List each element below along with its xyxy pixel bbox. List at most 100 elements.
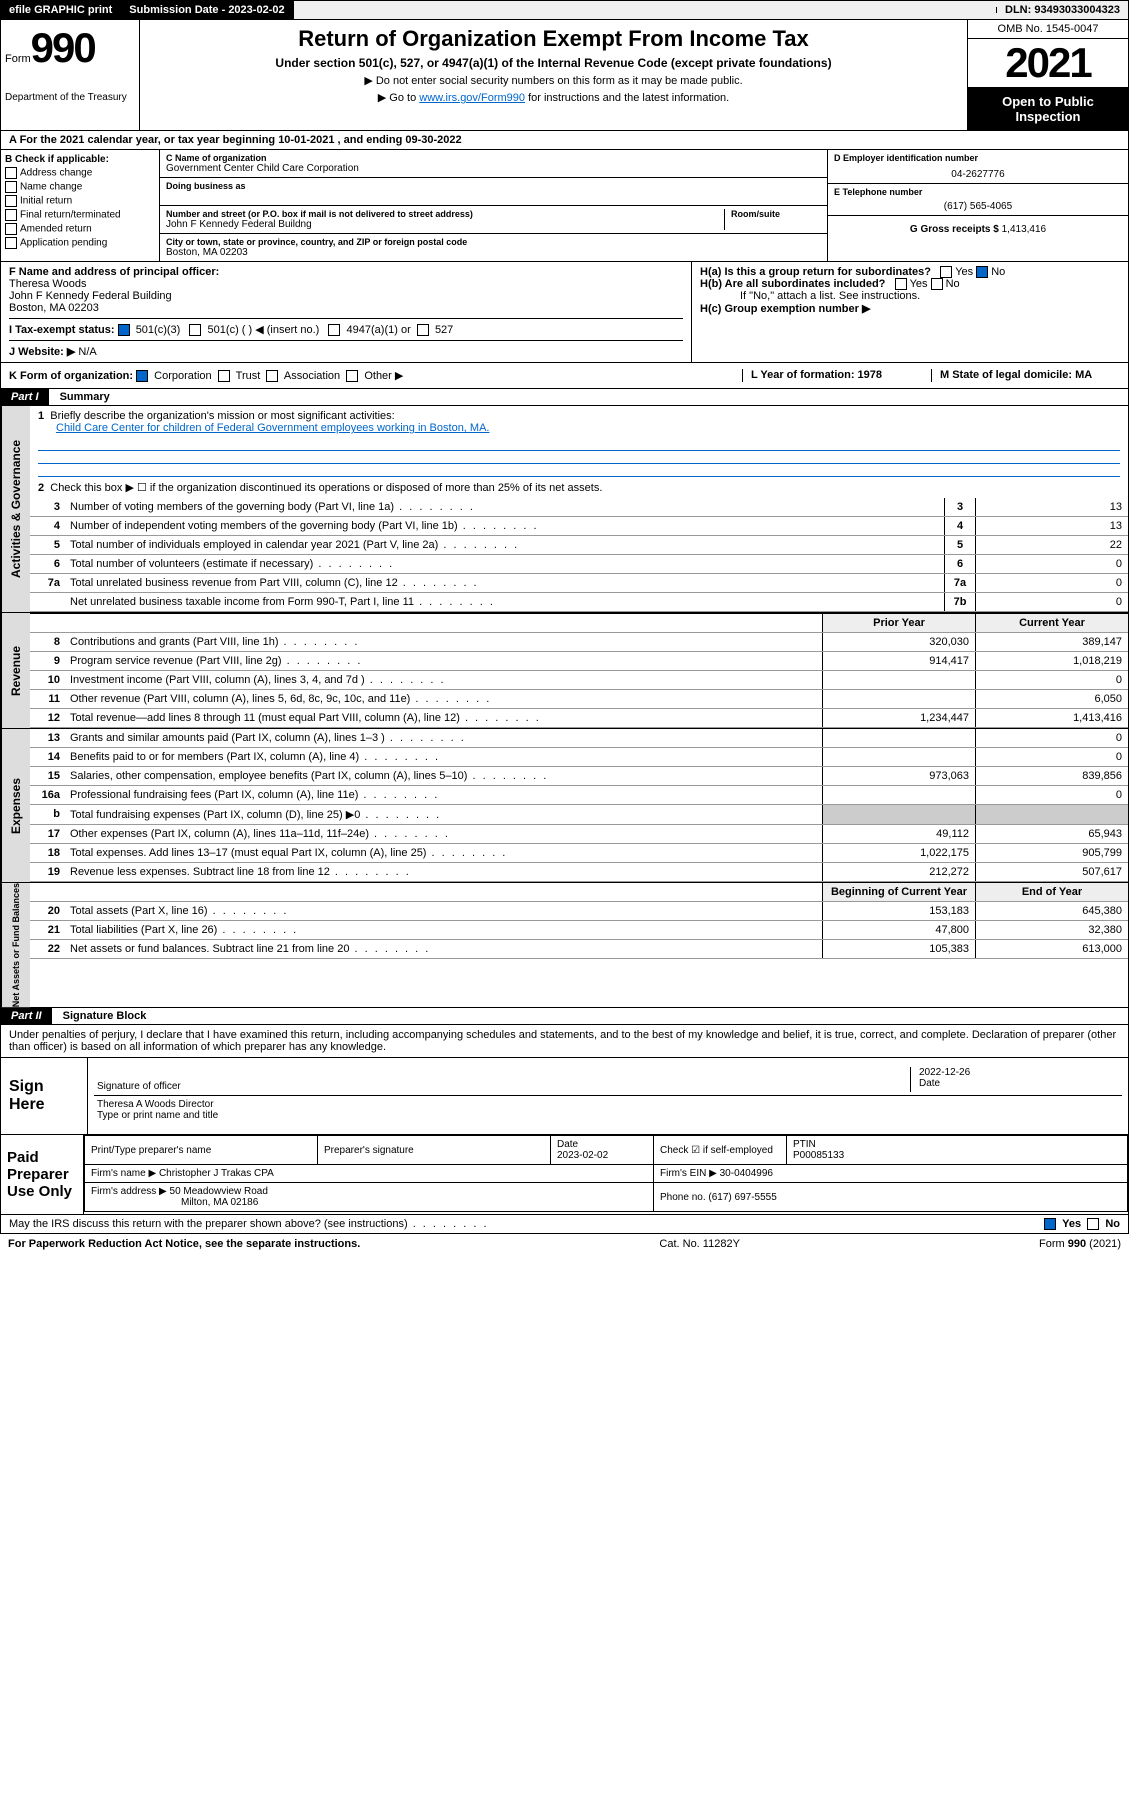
col-end-year: End of Year	[975, 883, 1128, 901]
row-a-tax-year: A For the 2021 calendar year, or tax yea…	[0, 131, 1129, 150]
summary-line: 5Total number of individuals employed in…	[30, 536, 1128, 555]
summary-line: Net unrelated business taxable income fr…	[30, 593, 1128, 612]
officer-addr2: Boston, MA 02203	[9, 302, 683, 314]
preparer-table: Print/Type preparer's name Preparer's si…	[84, 1135, 1128, 1212]
vtab-expenses: Expenses	[1, 729, 30, 882]
street-address: John F Kennedy Federal Buildng	[166, 219, 724, 230]
summary-line: 11Other revenue (Part VIII, column (A), …	[30, 690, 1128, 709]
prep-name-label: Print/Type preparer's name	[85, 1136, 318, 1165]
open-public-badge: Open to Public Inspection	[968, 88, 1128, 130]
summary-line: 9Program service revenue (Part VIII, lin…	[30, 652, 1128, 671]
k-corp-checkbox[interactable]	[136, 370, 148, 382]
mission-text[interactable]: Child Care Center for children of Federa…	[56, 422, 489, 434]
firm-ein: 30-0404996	[720, 1168, 773, 1179]
efile-button[interactable]: efile GRAPHIC print	[1, 1, 121, 19]
vtab-net-assets: Net Assets or Fund Balances	[1, 883, 30, 1007]
perjury-declaration: Under penalties of perjury, I declare th…	[0, 1025, 1129, 1058]
ein-value: 04-2627776	[834, 163, 1122, 180]
vtab-governance: Activities & Governance	[1, 406, 30, 612]
sign-here-block: Sign Here Signature of officer 2022-12-2…	[0, 1058, 1129, 1135]
may-discuss-row: May the IRS discuss this return with the…	[0, 1215, 1129, 1234]
paid-preparer-label: Paid Preparer Use Only	[1, 1135, 84, 1214]
501c3-checkbox[interactable]	[118, 324, 130, 336]
summary-line: 3Number of voting members of the governi…	[30, 498, 1128, 517]
city-label: City or town, state or province, country…	[166, 237, 821, 247]
form-number: 990	[31, 24, 95, 71]
officer-name: Theresa Woods	[9, 278, 683, 290]
summary-line: 7aTotal unrelated business revenue from …	[30, 574, 1128, 593]
f-label: F Name and address of principal officer:	[9, 266, 219, 278]
part-i-header-row: Part I Summary	[0, 389, 1129, 406]
sig-officer-label: Signature of officer	[97, 1081, 910, 1092]
omb-number: OMB No. 1545-0047	[968, 20, 1128, 39]
summary-line: 20Total assets (Part X, line 16)153,1836…	[30, 902, 1128, 921]
form-title: Return of Organization Exempt From Incom…	[146, 26, 961, 52]
h-note: If "No," attach a list. See instructions…	[700, 290, 1120, 302]
l-year-formation: L Year of formation: 1978	[742, 369, 931, 382]
website-value: N/A	[78, 346, 96, 358]
summary-line: 14Benefits paid to or for members (Part …	[30, 748, 1128, 767]
tax-year: 2021	[968, 39, 1128, 88]
part-ii-title: Signature Block	[55, 1010, 147, 1022]
sig-name-value: Theresa A Woods Director	[97, 1099, 1119, 1110]
dln: DLN: 93493033004323	[997, 1, 1128, 19]
summary-line: 15Salaries, other compensation, employee…	[30, 767, 1128, 786]
page-footer: For Paperwork Reduction Act Notice, see …	[0, 1234, 1129, 1254]
ha-no-checkbox[interactable]	[976, 266, 988, 278]
prep-ptin: P00085133	[793, 1150, 844, 1161]
firm-phone: (617) 697-5555	[708, 1192, 776, 1203]
city-state-zip: Boston, MA 02203	[166, 247, 821, 258]
q2-discontinued: Check this box ▶ ☐ if the organization d…	[50, 482, 602, 494]
officer-status-block: F Name and address of principal officer:…	[0, 262, 1129, 363]
form-header: Form990 Department of the Treasury Retur…	[0, 20, 1129, 131]
prep-sig-label: Preparer's signature	[318, 1136, 551, 1165]
goto-pre: ▶ Go to	[378, 92, 419, 104]
form-version: Form 990 (2021)	[1039, 1238, 1121, 1250]
summary-line: bTotal fundraising expenses (Part IX, co…	[30, 805, 1128, 825]
activities-governance-section: Activities & Governance 1 Briefly descri…	[0, 406, 1129, 613]
part-ii-badge: Part II	[1, 1008, 52, 1024]
part-i-badge: Part I	[1, 389, 49, 405]
summary-line: 6Total number of volunteers (estimate if…	[30, 555, 1128, 574]
c-name-label: C Name of organization	[166, 153, 821, 163]
hc-label: H(c) Group exemption number ▶	[700, 303, 870, 315]
gross-receipts: 1,413,416	[1002, 224, 1047, 235]
dba-label: Doing business as	[166, 181, 821, 191]
net-assets-section: Net Assets or Fund Balances Beginning of…	[0, 883, 1129, 1008]
discuss-yes-checkbox[interactable]	[1044, 1218, 1056, 1230]
form-label: Form	[5, 53, 31, 65]
vtab-revenue: Revenue	[1, 613, 30, 728]
i-label: I Tax-exempt status:	[9, 324, 115, 336]
k-label: K Form of organization:	[9, 370, 133, 382]
m-state-domicile: M State of legal domicile: MA	[931, 369, 1120, 382]
paid-preparer-block: Paid Preparer Use Only Print/Type prepar…	[0, 1135, 1129, 1215]
firm-name: Christopher J Trakas CPA	[159, 1168, 274, 1179]
form-subtitle: Under section 501(c), 527, or 4947(a)(1)…	[146, 56, 961, 70]
sig-name-label: Type or print name and title	[97, 1110, 1119, 1121]
q1-mission-label: Briefly describe the organization's miss…	[50, 410, 394, 422]
g-gross-label: G Gross receipts $	[910, 224, 999, 235]
room-label: Room/suite	[731, 209, 821, 219]
col-prior-year: Prior Year	[822, 614, 975, 632]
summary-line: 8Contributions and grants (Part VIII, li…	[30, 633, 1128, 652]
dept-treasury: Department of the Treasury	[5, 92, 135, 103]
checkbox-column-b: B Check if applicable: Address change Na…	[1, 150, 160, 261]
sign-here-label: Sign Here	[1, 1058, 88, 1134]
hb-label: H(b) Are all subordinates included?	[700, 278, 885, 290]
revenue-section: Revenue Prior Year Current Year 8Contrib…	[0, 613, 1129, 729]
summary-line: 18Total expenses. Add lines 13–17 (must …	[30, 844, 1128, 863]
j-website-label: J Website: ▶	[9, 346, 75, 358]
prep-self-employed: Check ☑ if self-employed	[654, 1136, 787, 1165]
summary-line: 12Total revenue—add lines 8 through 11 (…	[30, 709, 1128, 728]
prep-date: 2023-02-02	[557, 1150, 608, 1161]
e-phone-label: E Telephone number	[834, 187, 1122, 197]
sig-date-value: 2022-12-26	[919, 1067, 1119, 1078]
submission-date: Submission Date - 2023-02-02	[121, 1, 293, 19]
addr-label: Number and street (or P.O. box if mail i…	[166, 209, 724, 219]
d-ein-label: D Employer identification number	[834, 153, 1122, 163]
col-beginning-year: Beginning of Current Year	[822, 883, 975, 901]
ha-label: H(a) Is this a group return for subordin…	[700, 266, 931, 278]
irs-link[interactable]: www.irs.gov/Form990	[419, 92, 525, 104]
may-discuss-label: May the IRS discuss this return with the…	[9, 1218, 1044, 1230]
paperwork-notice: For Paperwork Reduction Act Notice, see …	[8, 1238, 360, 1250]
